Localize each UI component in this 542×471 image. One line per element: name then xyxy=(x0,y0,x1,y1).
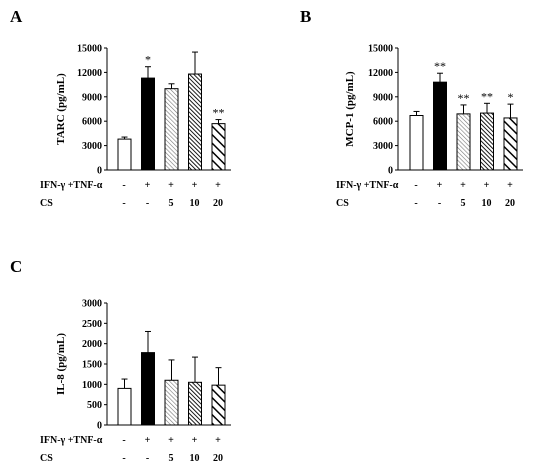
bar xyxy=(211,384,226,426)
significance-label: ** xyxy=(458,91,470,105)
panel-letter: B xyxy=(300,7,311,26)
panel-letter: C xyxy=(10,257,22,276)
bar xyxy=(141,77,155,171)
condition-value: - xyxy=(414,180,417,191)
condition-row-label: IFN-γ +TNF-α xyxy=(336,180,399,191)
condition-value: + xyxy=(484,180,490,191)
condition-value: + xyxy=(192,180,198,191)
y-tick-label: 1500 xyxy=(82,360,102,371)
y-tick-label: 3000 xyxy=(82,299,102,310)
condition-value: - xyxy=(122,198,125,209)
bar xyxy=(117,138,132,171)
condition-value: + xyxy=(145,180,151,191)
condition-value: 20 xyxy=(213,198,223,209)
y-tick-label: 6000 xyxy=(82,117,102,128)
y-tick-label: 2000 xyxy=(82,339,102,350)
y-tick-label: 3000 xyxy=(373,141,393,152)
condition-value: + xyxy=(460,180,466,191)
y-tick-label: 0 xyxy=(97,421,102,432)
bar xyxy=(188,73,202,171)
condition-value: - xyxy=(146,453,149,464)
y-tick-label: 3000 xyxy=(82,141,102,152)
panel-letter: A xyxy=(10,7,23,26)
condition-value: 20 xyxy=(505,198,515,209)
y-tick-label: 9000 xyxy=(82,92,102,103)
y-tick-label: 2500 xyxy=(82,319,102,330)
y-tick-label: 15000 xyxy=(77,44,102,55)
y-tick-label: 1000 xyxy=(82,380,102,391)
condition-value: + xyxy=(145,435,151,446)
y-tick-label: 6000 xyxy=(373,117,393,128)
y-axis-label: TARC (pg/mL) xyxy=(55,73,67,145)
y-tick-label: 9000 xyxy=(373,92,393,103)
bar xyxy=(456,113,471,171)
y-tick-label: 0 xyxy=(97,166,102,177)
condition-value: + xyxy=(215,435,221,446)
condition-value: 5 xyxy=(461,198,466,209)
bar xyxy=(188,381,202,426)
condition-row-label: CS xyxy=(40,198,53,209)
condition-value: - xyxy=(438,198,441,209)
condition-value: - xyxy=(122,435,125,446)
y-tick-label: 500 xyxy=(87,400,102,411)
condition-value: + xyxy=(215,180,221,191)
condition-row-label: CS xyxy=(336,198,349,209)
condition-value: 10 xyxy=(190,453,200,464)
condition-row-label: IFN-γ +TNF-α xyxy=(40,435,103,446)
condition-value: + xyxy=(168,180,174,191)
bar xyxy=(211,123,226,171)
condition-value: + xyxy=(168,435,174,446)
condition-value: - xyxy=(414,198,417,209)
y-axis-label: IL-8 (pg/mL) xyxy=(55,333,67,395)
bar xyxy=(164,88,179,171)
y-tick-label: 0 xyxy=(388,166,393,177)
y-tick-label: 12000 xyxy=(77,68,102,79)
condition-value: 5 xyxy=(169,453,174,464)
condition-value: 10 xyxy=(482,198,492,209)
y-tick-label: 12000 xyxy=(368,68,393,79)
condition-value: - xyxy=(122,180,125,191)
significance-label: ** xyxy=(434,59,446,73)
chart-panel-c: C IL-8 (pg/mL) 0 500 1000 1500 2000 2500 3000 IFN… xyxy=(10,257,231,464)
condition-value: 10 xyxy=(190,198,200,209)
bar xyxy=(117,387,132,426)
bar xyxy=(409,115,424,171)
significance-label: * xyxy=(508,90,514,104)
condition-value: 5 xyxy=(169,198,174,209)
condition-value: - xyxy=(122,453,125,464)
y-axis-label: MCP-1 (pg/mL) xyxy=(344,71,356,147)
bar xyxy=(433,81,447,171)
condition-row-label: CS xyxy=(40,453,53,464)
condition-value: - xyxy=(146,198,149,209)
significance-label: ** xyxy=(213,106,225,120)
condition-value: + xyxy=(437,180,443,191)
condition-value: + xyxy=(192,435,198,446)
condition-value: + xyxy=(507,180,513,191)
y-tick-label: 15000 xyxy=(368,44,393,55)
bar xyxy=(480,112,494,171)
condition-row-label: IFN-γ +TNF-α xyxy=(40,180,103,191)
bar xyxy=(503,117,518,171)
bar xyxy=(164,379,179,426)
significance-label: * xyxy=(145,53,151,67)
condition-value: 20 xyxy=(213,453,223,464)
significance-label: ** xyxy=(481,89,493,103)
bar xyxy=(141,352,155,426)
